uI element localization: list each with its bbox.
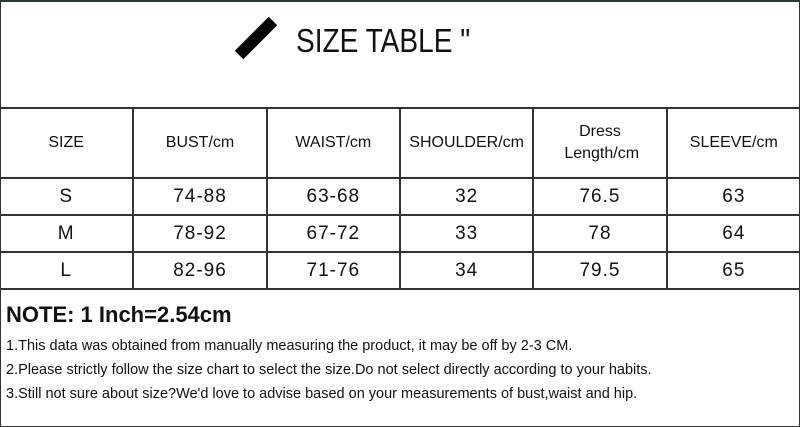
cell-size: M	[0, 214, 135, 253]
table-row: L 82-96 71-76 34 79.5 65	[0, 251, 800, 290]
cell-shoulder: 34	[398, 251, 535, 290]
note-line: 1.This data was obtained from manually m…	[6, 338, 573, 354]
table-header-row: SIZE BUST/cm WAIST/cm SHOULDER/cm Dress …	[0, 107, 800, 179]
cell-waist: 71-76	[265, 251, 401, 290]
header-waist: WAIST/cm	[265, 107, 401, 179]
header-dress-length: Dress Length/cm	[532, 107, 668, 179]
cell-shoulder: 32	[398, 177, 535, 216]
notes-section: NOTE: 1 Inch=2.54cm 1.This data was obta…	[6, 302, 652, 406]
header-size: SIZE	[0, 107, 135, 179]
page-title: SIZE TABLE "	[296, 22, 471, 59]
cell-dress-length: 76.5	[532, 177, 668, 216]
cell-sleeve: 63	[665, 177, 800, 216]
cell-dress-length: 79.5	[532, 251, 668, 290]
cell-bust: 74-88	[132, 177, 268, 216]
size-table: SIZE BUST/cm WAIST/cm SHOULDER/cm Dress …	[0, 107, 800, 290]
cell-sleeve: 65	[665, 251, 800, 290]
cell-waist: 67-72	[265, 214, 401, 253]
cell-bust: 82-96	[132, 251, 268, 290]
slash-icon	[234, 16, 278, 60]
header-bust: BUST/cm	[132, 107, 268, 179]
title-area: SIZE TABLE "	[0, 0, 800, 107]
table-row: S 74-88 63-68 32 76.5 63	[0, 177, 800, 216]
cell-size: S	[0, 177, 135, 216]
cell-bust: 78-92	[132, 214, 268, 253]
cell-waist: 63-68	[265, 177, 401, 216]
cell-dress-length: 78	[532, 214, 668, 253]
cell-size: L	[0, 251, 135, 290]
header-sleeve: SLEEVE/cm	[665, 107, 800, 179]
table-row: M 78-92 67-72 33 78 64	[0, 214, 800, 253]
note-title: NOTE: 1 Inch=2.54cm	[6, 302, 232, 327]
note-line: 3.Still not sure about size?We'd love to…	[6, 386, 638, 402]
cell-sleeve: 64	[665, 214, 800, 253]
note-line: 2.Please strictly follow the size chart …	[6, 362, 652, 378]
cell-shoulder: 33	[398, 214, 535, 253]
header-shoulder: SHOULDER/cm	[398, 107, 535, 179]
